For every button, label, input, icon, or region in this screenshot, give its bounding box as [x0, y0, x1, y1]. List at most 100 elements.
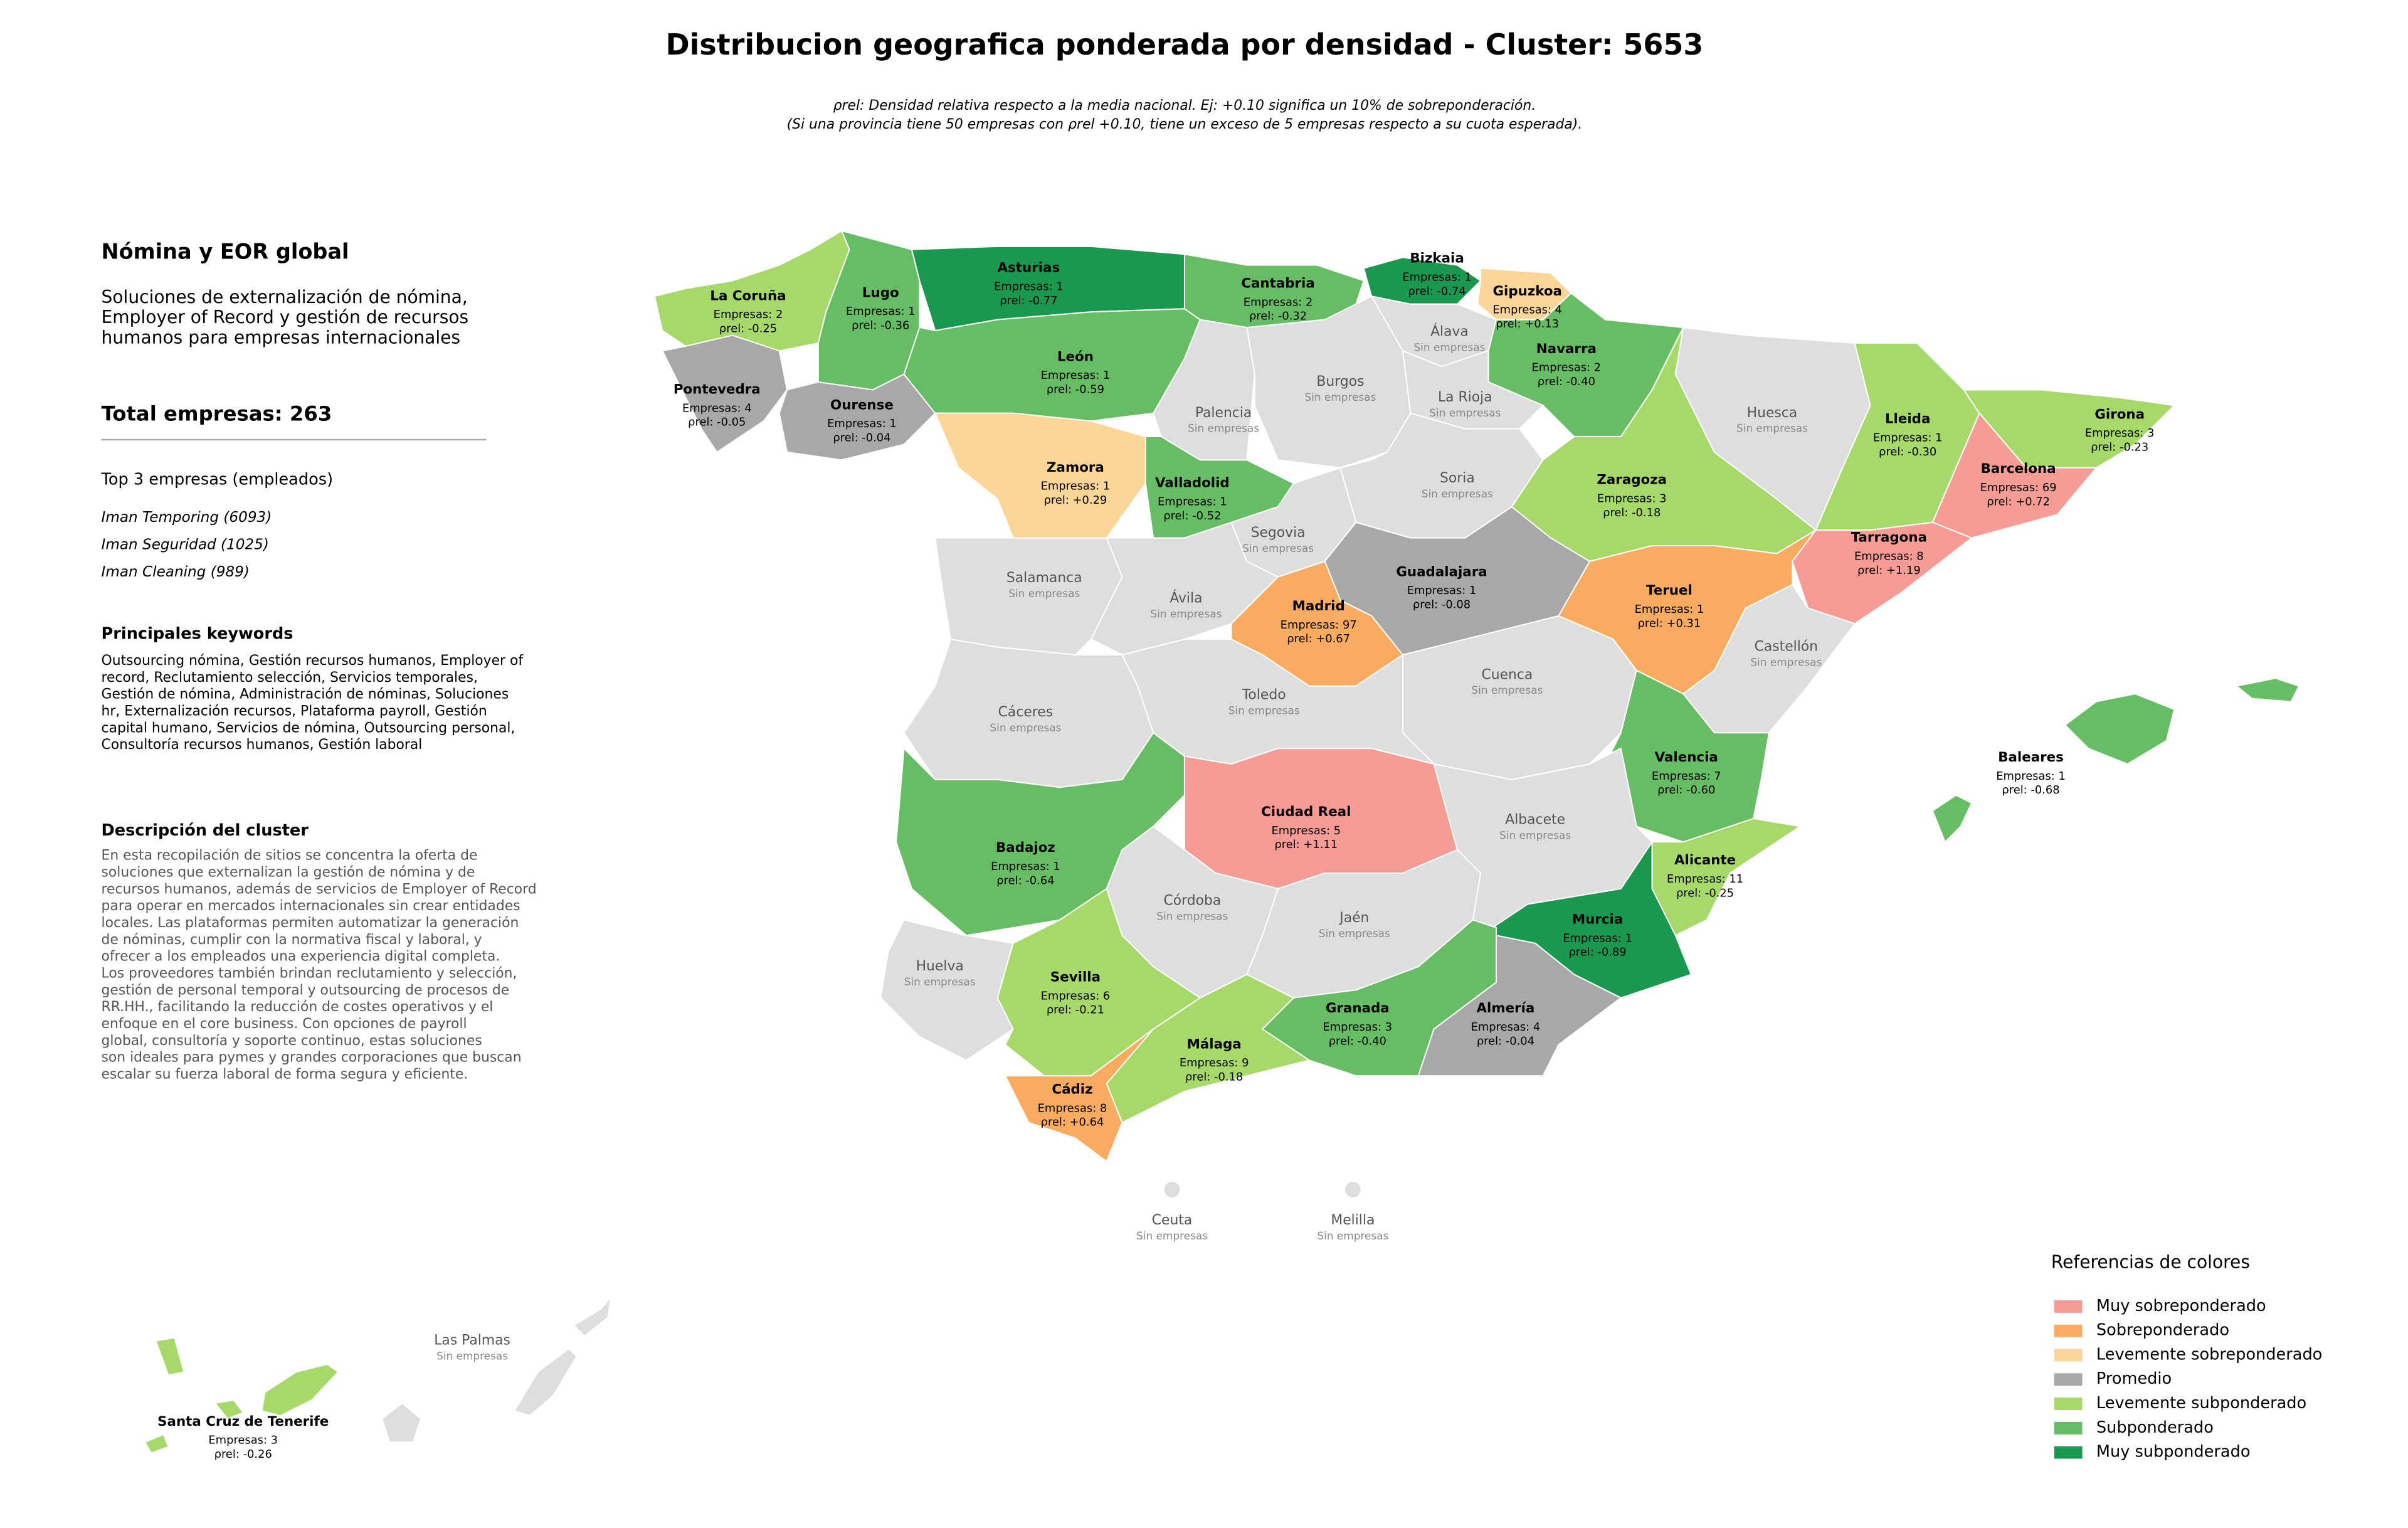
- province-rho: ρrel: -0.18: [1185, 1071, 1243, 1084]
- province-name: Asturias: [998, 260, 1060, 276]
- province-companies: Empresas: 1: [1041, 480, 1111, 493]
- legend-swatch: [2054, 1421, 2083, 1435]
- province-name: Salamanca: [1006, 570, 1082, 586]
- province-shape: [778, 373, 936, 461]
- province-name: Palencia: [1195, 405, 1252, 421]
- province-note: Sin empresas: [1750, 655, 1822, 668]
- legend-label: Levemente subponderado: [2096, 1394, 2306, 1413]
- province-note: Sin empresas: [1413, 341, 1485, 353]
- province-name: Almería: [1476, 1000, 1534, 1016]
- description-line: recursos humanos, además de servicios de…: [102, 881, 537, 897]
- province-rho: ρrel: +0.67: [1287, 632, 1350, 645]
- keywords-line: Gestión de nómina, Administración de nóm…: [102, 687, 509, 703]
- province-name: Ourense: [830, 397, 894, 413]
- keywords-line: capital humano, Servicios de nómina, Out…: [102, 720, 515, 736]
- province-rho: ρrel: -0.08: [1413, 598, 1471, 611]
- description-line: locales. Las plataformas permiten automa…: [102, 915, 519, 931]
- province-companies: Empresas: 97: [1281, 618, 1357, 632]
- legend-title: Referencias de colores: [2051, 1251, 2250, 1272]
- province-name: Valencia: [1655, 750, 1718, 765]
- province-rho: ρrel: -0.25: [1676, 886, 1734, 899]
- province-note: Sin empresas: [1471, 684, 1543, 696]
- province-companies: Empresas: 2: [714, 308, 783, 321]
- description-line: ofrecer a los empleados una experiencia …: [102, 949, 500, 965]
- province-rho: ρrel: -0.25: [719, 322, 777, 336]
- description-line: soluciones que externalizan la gestión d…: [102, 864, 475, 880]
- province-rho: ρrel: +0.72: [1987, 495, 2050, 508]
- province-rho: ρrel: -0.04: [833, 432, 890, 445]
- province-rho: ρrel: -0.89: [1568, 946, 1626, 959]
- province-shape: [214, 1399, 245, 1420]
- description-line: escalar su fuerza laboral de forma segur…: [102, 1067, 468, 1083]
- province-name: Sevilla: [1050, 970, 1101, 985]
- province-shape: [1931, 411, 2098, 539]
- province-rho: ρrel: -0.21: [1047, 1004, 1104, 1017]
- top-title: Top 3 empresas (empleados): [101, 470, 334, 489]
- province-name: Badajoz: [996, 840, 1055, 856]
- province-rho: ρrel: -0.60: [1657, 783, 1715, 797]
- province-shape: [1004, 1028, 1154, 1163]
- province-note: Sin empresas: [1499, 829, 1571, 841]
- top-company: Iman Temporing (6093): [102, 509, 272, 526]
- province-name: La Rioja: [1438, 390, 1492, 405]
- province-shape: [1164, 1182, 1180, 1197]
- province-rho: ρrel: +0.64: [1041, 1116, 1104, 1129]
- province-note: Sin empresas: [1136, 1229, 1208, 1242]
- province-shape: [934, 412, 1146, 539]
- keywords-title: Principales keywords: [102, 625, 293, 644]
- province-note: Sin empresas: [1008, 587, 1080, 600]
- province-companies: Empresas: 1: [1635, 603, 1704, 616]
- province-shape: [895, 731, 1185, 936]
- province-rho: ρrel: +0.29: [1044, 494, 1107, 507]
- legend-label: Muy sobreponderado: [2096, 1297, 2266, 1315]
- province-companies: Empresas: 11: [1667, 873, 1743, 886]
- province-shape: [1090, 521, 1279, 656]
- province-name: Lleida: [1885, 411, 1930, 427]
- province-note: Sin empresas: [1317, 1229, 1388, 1242]
- province-rho: ρrel: -0.04: [1477, 1034, 1534, 1048]
- province-rho: ρrel: -0.36: [852, 319, 909, 332]
- province-name: Zaragoza: [1597, 472, 1667, 488]
- province-companies: Empresas: 4: [682, 401, 752, 415]
- province-companies: Empresas: 1: [991, 860, 1060, 873]
- province-note: Sin empresas: [1429, 406, 1501, 419]
- province-name: Baleares: [1998, 750, 2064, 765]
- province-shape: [2064, 693, 2175, 765]
- legend-label: Promedio: [2096, 1369, 2172, 1388]
- province-name: Valladolid: [1155, 475, 1230, 491]
- province-name: Teruel: [1646, 583, 1692, 598]
- legend-swatch: [2054, 1373, 2083, 1386]
- province-name: León: [1057, 349, 1094, 364]
- province-note: Sin empresas: [1188, 422, 1259, 435]
- description-title: Descripción del cluster: [102, 821, 309, 840]
- province-rho: ρrel: -0.64: [996, 874, 1054, 887]
- description-line: de nóminas, cumplir con la normativa fis…: [102, 932, 482, 948]
- province-companies: Empresas: 3: [1323, 1021, 1392, 1034]
- legend-label: Muy subponderado: [2096, 1443, 2251, 1462]
- province-companies: Empresas: 8: [1038, 1101, 1107, 1115]
- legend-label: Levemente sobreponderado: [2096, 1345, 2322, 1364]
- description-line: gestión de personal temporal y outsourci…: [102, 982, 510, 998]
- province-rho: ρrel: +1.19: [1857, 564, 1921, 577]
- province-rho: ρrel: -0.26: [214, 1448, 272, 1461]
- province-note: Sin empresas: [1228, 704, 1300, 716]
- description-line: global, consultoría y soporte continuo, …: [102, 1033, 482, 1049]
- province-note: Sin empresas: [1319, 927, 1390, 940]
- province-companies: Empresas: 69: [1980, 481, 2057, 494]
- legend-swatch: [2054, 1349, 2083, 1362]
- province-name: La Coruña: [710, 288, 786, 304]
- province-name: Castellón: [1755, 639, 1818, 655]
- province-note: Sin empresas: [1150, 607, 1222, 620]
- legend-label: Subponderado: [2096, 1418, 2214, 1437]
- province-rho: ρrel: -0.74: [1408, 285, 1465, 298]
- province-name: Guadalajara: [1396, 564, 1487, 580]
- province-name: Santa Cruz de Tenerife: [157, 1414, 329, 1430]
- legend-swatch: [2054, 1324, 2083, 1337]
- province-name: Ciudad Real: [1261, 804, 1351, 820]
- province-companies: Empresas: 1: [994, 280, 1064, 293]
- province-note: Sin empresas: [1242, 542, 1314, 554]
- province-companies: Empresas: 1: [827, 417, 897, 430]
- province-name: Huelva: [916, 958, 964, 974]
